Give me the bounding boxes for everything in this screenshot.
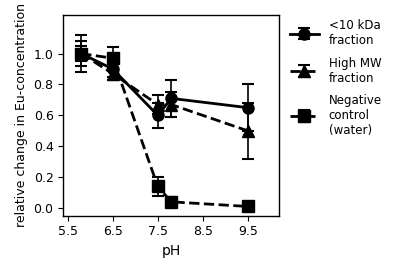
- X-axis label: pH: pH: [162, 244, 181, 258]
- Legend: <10 kDa
fraction, High MW
fraction, Negative
control
(water): <10 kDa fraction, High MW fraction, Nega…: [287, 17, 384, 140]
- Y-axis label: relative change in Eu-concentration: relative change in Eu-concentration: [15, 3, 28, 227]
